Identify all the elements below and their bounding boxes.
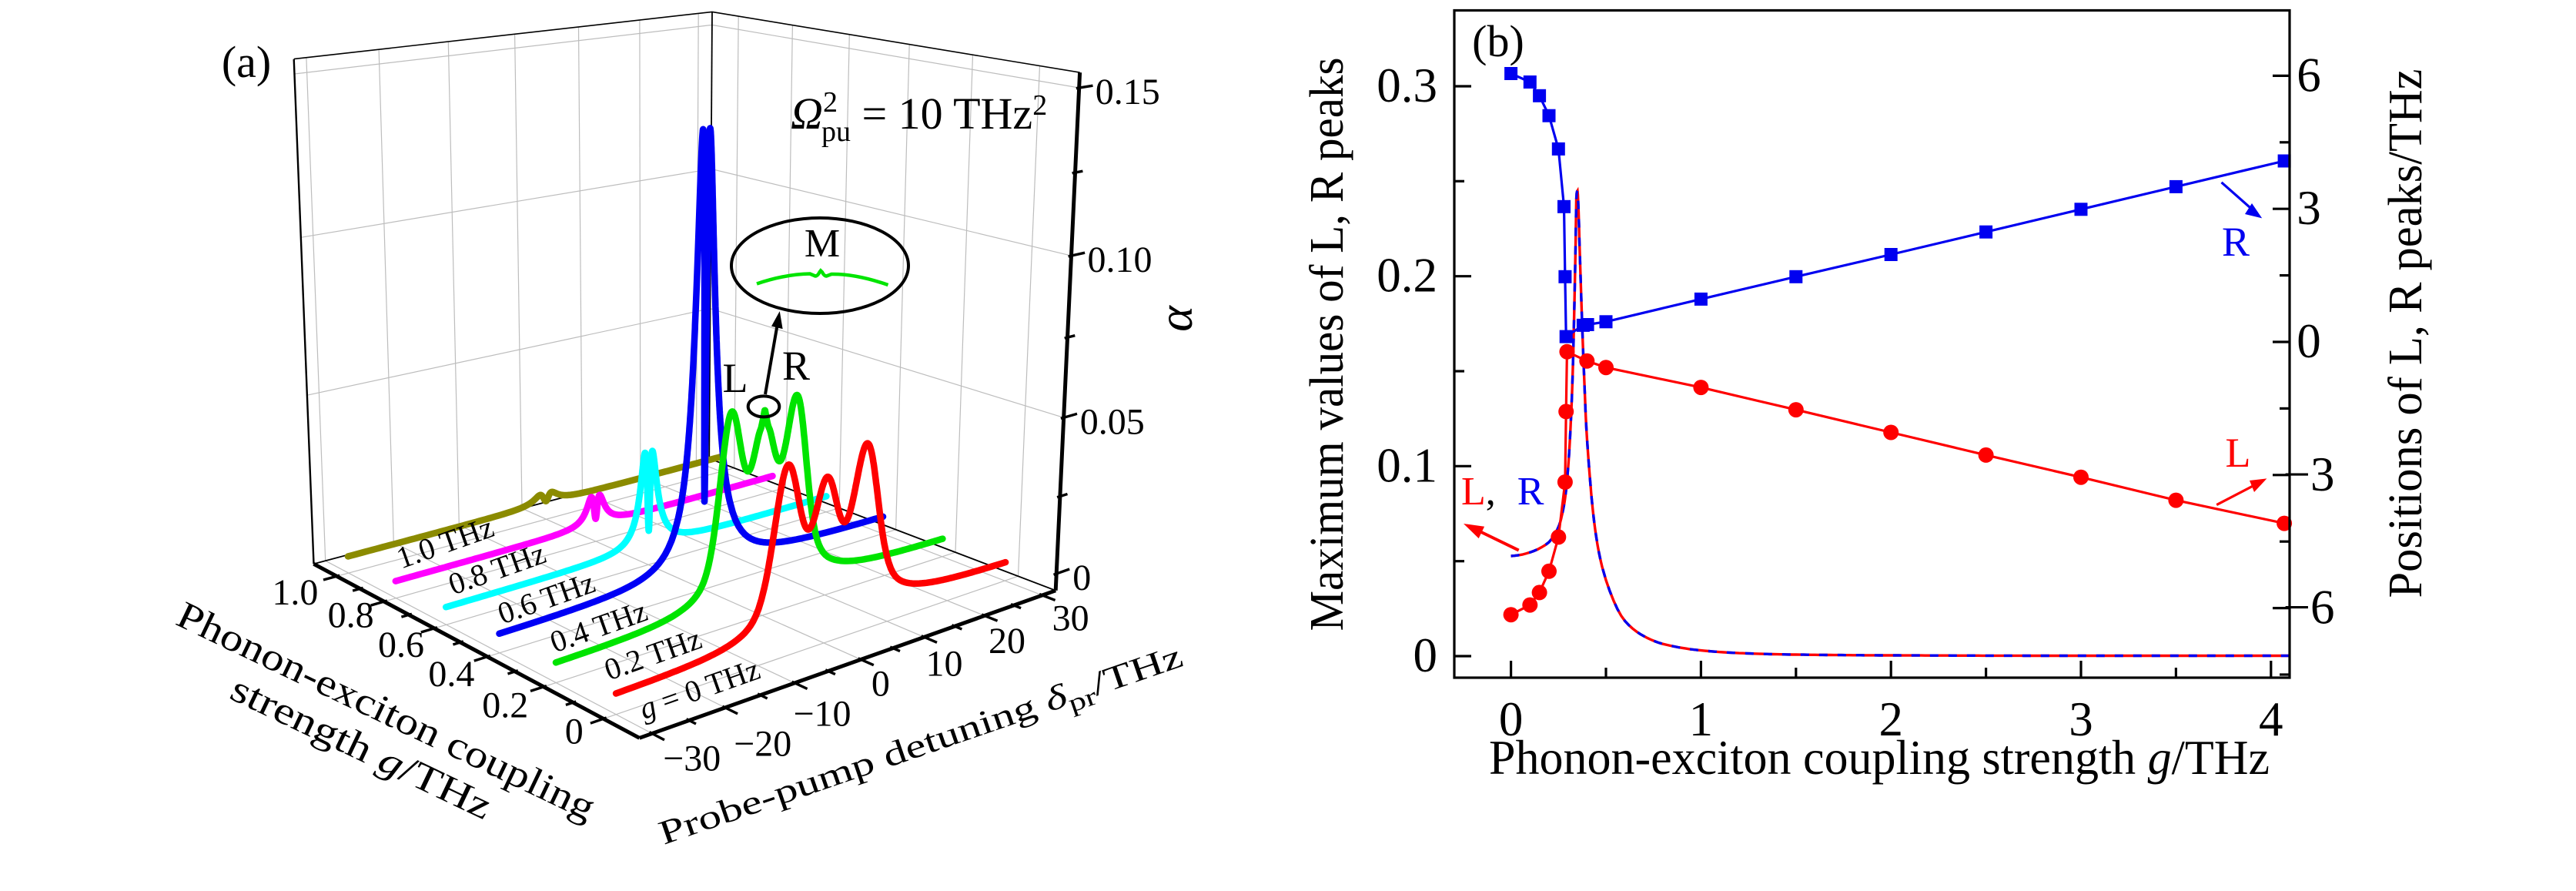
svg-text:1: 1 — [1689, 692, 1714, 746]
svg-text:L: L — [723, 355, 748, 401]
svg-text:0.3: 0.3 — [1377, 59, 1437, 112]
svg-text:(b): (b) — [1472, 16, 1524, 66]
svg-text:−20: −20 — [734, 724, 791, 765]
svg-text:L: L — [2226, 430, 2251, 476]
svg-text:10: 10 — [926, 643, 963, 684]
svg-text:M: M — [805, 222, 840, 266]
svg-text:−30: −30 — [663, 739, 721, 779]
svg-text:Positions of L, R peaks/THz: Positions of L, R peaks/THz — [2380, 69, 2432, 598]
svg-text:3: 3 — [2297, 181, 2321, 235]
svg-text:0: 0 — [2297, 314, 2321, 368]
svg-text:R: R — [2222, 219, 2250, 265]
svg-text:0: 0 — [1072, 558, 1091, 598]
svg-text:2: 2 — [1878, 692, 1903, 746]
svg-text:0.4: 0.4 — [428, 654, 474, 695]
svg-text:−6: −6 — [2283, 581, 2334, 635]
svg-text:0.6: 0.6 — [378, 625, 424, 665]
svg-text:1.0: 1.0 — [272, 572, 318, 613]
svg-text:0.2: 0.2 — [1377, 249, 1437, 303]
svg-text:0.05: 0.05 — [1080, 401, 1145, 442]
svg-text:30: 30 — [1052, 598, 1089, 639]
svg-text:−10: −10 — [793, 694, 851, 735]
svg-text:−3: −3 — [2283, 447, 2334, 501]
svg-text:0.15: 0.15 — [1096, 72, 1160, 112]
svg-text:0: 0 — [871, 664, 890, 705]
svg-text:0.10: 0.10 — [1088, 239, 1153, 280]
svg-text:R: R — [782, 343, 810, 389]
svg-text:α: α — [1148, 305, 1203, 332]
svg-text:4: 4 — [2259, 692, 2283, 746]
svg-text:L,R: L, R — [1461, 470, 1544, 514]
svg-text:0.8: 0.8 — [328, 595, 374, 636]
svg-text:6: 6 — [2297, 48, 2321, 102]
svg-text:Phonon-exciton coupling streng: Phonon-exciton coupling strength g/THz — [1489, 730, 2270, 785]
svg-text:0: 0 — [1499, 692, 1524, 746]
svg-text:0.1: 0.1 — [1377, 438, 1437, 492]
svg-text:3: 3 — [2069, 692, 2093, 746]
svg-text:Maximum values of L, R peaks: Maximum values of L, R peaks — [1301, 58, 1353, 631]
svg-text:0: 0 — [565, 711, 584, 752]
svg-text:0: 0 — [1413, 628, 1438, 682]
svg-text:20: 20 — [989, 621, 1025, 662]
svg-text:(a): (a) — [222, 37, 271, 87]
svg-text:0.2: 0.2 — [482, 685, 528, 726]
